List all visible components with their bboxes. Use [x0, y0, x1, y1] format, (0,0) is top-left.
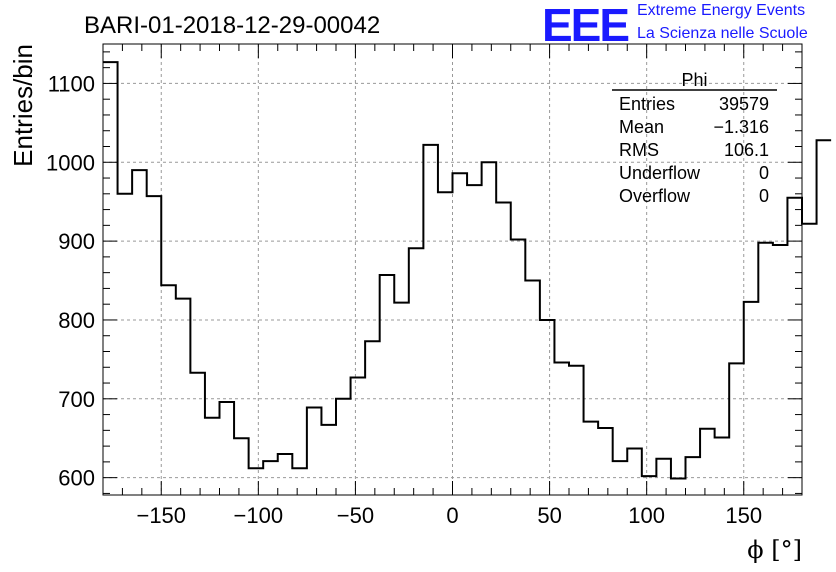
stats-label: Overflow	[619, 186, 691, 206]
x-tick-label: −100	[234, 503, 284, 528]
stats-value: 106.1	[724, 140, 769, 160]
x-tick-label: −150	[136, 503, 186, 528]
x-axis-label: ϕ [°]	[747, 536, 802, 564]
stats-label: Mean	[619, 117, 664, 137]
stats-value: 0	[759, 163, 769, 183]
stats-title: Phi	[681, 70, 707, 90]
x-tick-label: 150	[725, 503, 762, 528]
histogram-series	[103, 61, 832, 480]
y-tick-label: 700	[58, 387, 95, 412]
y-tick-label: 600	[58, 466, 95, 491]
stats-label: Underflow	[619, 163, 701, 183]
chart-title: BARI-01-2018-12-29-00042	[84, 12, 381, 39]
stats-value: −1.316	[713, 117, 769, 137]
stats-label: RMS	[619, 140, 659, 160]
brand-line-1: Extreme Energy Events	[637, 2, 806, 19]
y-tick-label: 900	[58, 229, 95, 254]
stats-value: 39579	[719, 94, 769, 114]
stats-value: 0	[759, 186, 769, 206]
y-axis-label: Entries/bin	[8, 44, 38, 167]
eee-logo: EEE	[542, 0, 630, 51]
x-tick-label: 100	[628, 503, 665, 528]
y-tick-label: 1100	[48, 71, 95, 96]
x-tick-label: −50	[337, 503, 374, 528]
x-tick-label: 0	[446, 503, 458, 528]
stats-label: Entries	[619, 94, 675, 114]
brand-line-2: La Scienza nelle Scuole	[637, 25, 808, 42]
y-tick-label: 1000	[46, 150, 95, 175]
x-tick-label: 50	[537, 503, 561, 528]
y-tick-label: 800	[58, 308, 95, 333]
